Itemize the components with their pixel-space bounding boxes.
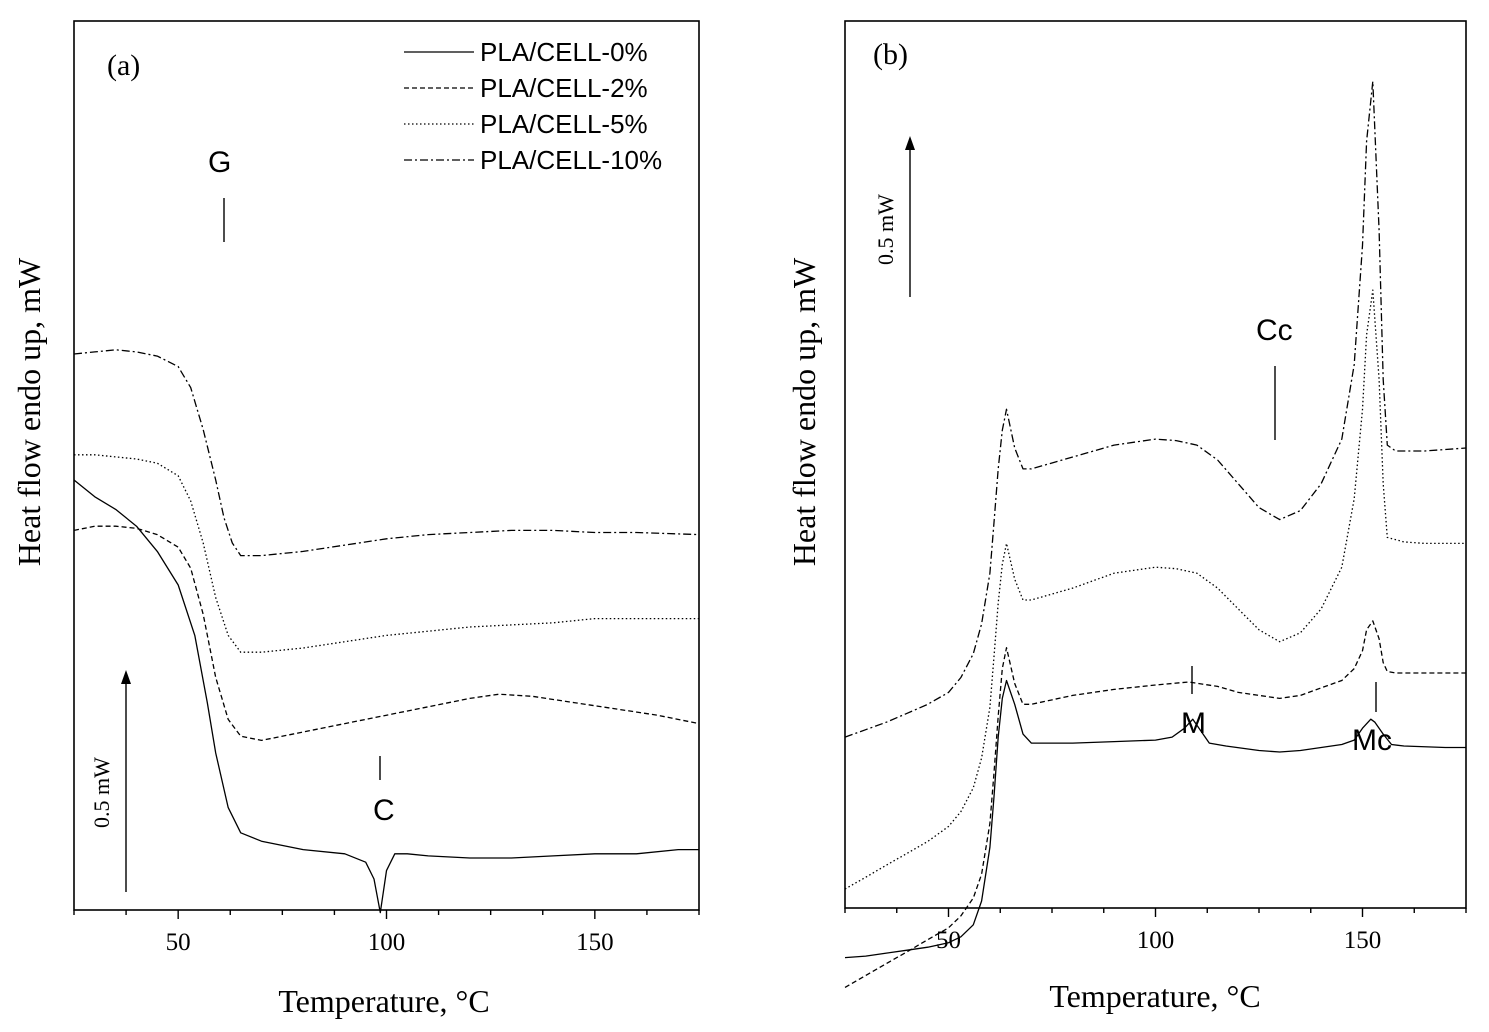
legend: PLA/CELL-0% PLA/CELL-2% PLA/CELL-5% PLA/… bbox=[404, 37, 662, 175]
series-line-pla-cell-5 bbox=[845, 290, 1466, 889]
legend-label-0: PLA/CELL-0% bbox=[480, 37, 648, 67]
series-group-b bbox=[845, 82, 1466, 988]
plot-frame-b bbox=[845, 21, 1466, 908]
x-axis-label-b: Temperature, °C bbox=[1049, 978, 1260, 1014]
series-line-pla-cell-10 bbox=[845, 82, 1466, 738]
y-axis-label-b: Heat flow endo up, mW bbox=[786, 257, 822, 566]
series-line-pla-cell-2 bbox=[74, 526, 699, 740]
x-tick-label: 100 bbox=[368, 929, 406, 956]
x-tick-label: 50 bbox=[936, 927, 961, 954]
x-axis-label-a: Temperature, °C bbox=[278, 983, 489, 1019]
series-line-pla-cell-5 bbox=[74, 455, 699, 652]
panel-a: 50 100 150 (a) PLA/CELL-0% PLA/CELL-2% PLA… bbox=[11, 21, 699, 1019]
x-ticks-b: 50 100 150 bbox=[845, 908, 1466, 954]
scale-bar-arrowhead-b bbox=[905, 136, 915, 150]
scale-bar-label-b: 0.5 mW bbox=[873, 194, 898, 265]
annotation-Mc: Mc bbox=[1352, 724, 1392, 757]
legend-label-2: PLA/CELL-5% bbox=[480, 109, 648, 139]
panel-label-a: (a) bbox=[107, 49, 140, 82]
panel-label-b: (b) bbox=[873, 38, 908, 71]
scale-bar-arrowhead-a bbox=[121, 670, 131, 684]
y-axis-label-a: Heat flow endo up, mW bbox=[11, 257, 47, 566]
x-ticks-a: 50 100 150 bbox=[74, 910, 699, 956]
panel-b: 50 100 150 (b) 0.5 mW Cc M Mc Heat flow en… bbox=[786, 21, 1466, 1014]
series-line-pla-cell-10 bbox=[74, 350, 699, 556]
annotation-C: C bbox=[373, 794, 395, 827]
x-tick-label: 100 bbox=[1137, 927, 1175, 954]
scale-bar-label-a: 0.5 mW bbox=[89, 757, 114, 828]
legend-label-1: PLA/CELL-2% bbox=[480, 73, 648, 103]
series-group-a bbox=[74, 350, 699, 913]
annotation-M: M bbox=[1181, 707, 1206, 740]
series-line-pla-cell-0 bbox=[74, 480, 699, 913]
x-tick-label: 50 bbox=[166, 929, 191, 956]
x-tick-label: 150 bbox=[1344, 927, 1382, 954]
x-tick-label: 150 bbox=[576, 929, 614, 956]
annotation-G: G bbox=[208, 146, 231, 179]
legend-label-3: PLA/CELL-10% bbox=[480, 145, 662, 175]
annotation-Cc: Cc bbox=[1256, 314, 1293, 347]
